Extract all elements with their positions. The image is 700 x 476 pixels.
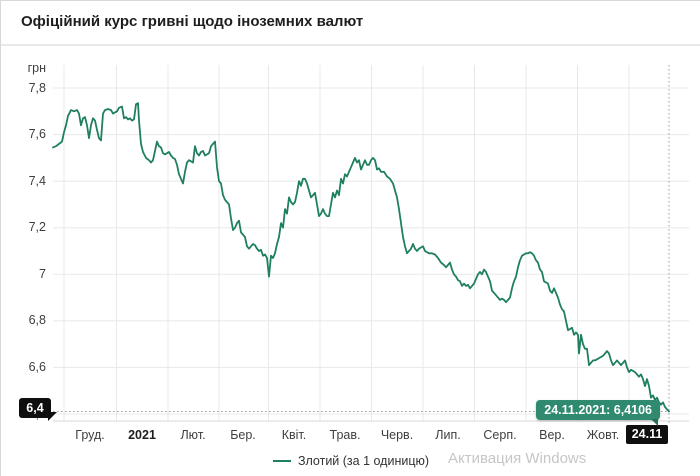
activation-watermark: Активация Windows bbox=[448, 450, 587, 467]
y-tick-label: 7 bbox=[39, 266, 46, 281]
crosshair-date-badge: 24.11 bbox=[626, 425, 668, 444]
y-tick-label: 7,2 bbox=[28, 220, 46, 235]
x-tick-label: Бер. bbox=[230, 428, 256, 442]
chart-tooltip: 24.11.2021: 6,4106 bbox=[536, 400, 660, 426]
x-tick-label: 2021 bbox=[128, 428, 156, 442]
x-tick-label: Лют. bbox=[180, 428, 206, 442]
legend-line-icon bbox=[272, 460, 291, 462]
x-tick-label: Трав. bbox=[329, 428, 361, 442]
x-tick-label: Жовт. bbox=[586, 428, 620, 442]
crosshair-value-badge: 6,4 bbox=[19, 398, 57, 421]
title-divider bbox=[1, 44, 700, 46]
legend: Злотий (за 1 одиницю) bbox=[1, 454, 700, 468]
x-tick-label: Лип. bbox=[435, 428, 461, 442]
unit-label: грн bbox=[27, 61, 46, 75]
page-title: Офіційний курс гривні щодо іноземних вал… bbox=[21, 13, 364, 30]
x-tick-label: Груд. bbox=[75, 428, 105, 442]
series-line-zloty bbox=[52, 102, 670, 413]
legend-item-zloty[interactable]: Злотий (за 1 одиницю) bbox=[272, 454, 430, 468]
y-tick-label: 6,8 bbox=[28, 313, 46, 328]
x-tick-label: Вер. bbox=[539, 428, 565, 442]
x-tick-label: Серп. bbox=[483, 428, 517, 442]
legend-label: Злотий (за 1 одиницю) bbox=[297, 454, 430, 468]
y-tick-label: 7,8 bbox=[28, 80, 46, 95]
x-tick-label: Квіт. bbox=[281, 428, 307, 442]
y-tick-label: 6,6 bbox=[28, 359, 46, 374]
y-tick-label: 7,4 bbox=[28, 173, 46, 188]
y-tick-label: 7,6 bbox=[28, 127, 46, 142]
x-tick-label: Черв. bbox=[380, 428, 414, 442]
